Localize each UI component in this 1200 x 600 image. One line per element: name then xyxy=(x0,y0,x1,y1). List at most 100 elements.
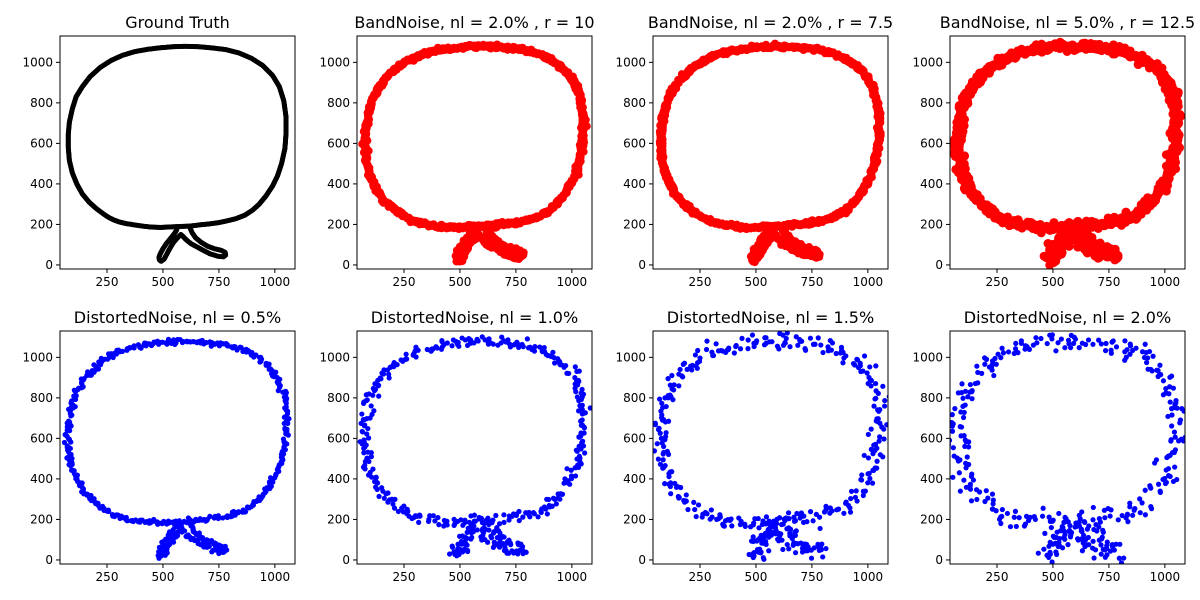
data-point xyxy=(412,513,419,519)
panel-title: BandNoise, nl = 5.0% , r = 12.5 xyxy=(940,13,1195,32)
data-point xyxy=(119,515,125,521)
data-point xyxy=(399,505,405,511)
data-point xyxy=(572,381,578,387)
y-tick-label: 800 xyxy=(30,96,53,110)
panel-6: 250 500 750 100002004006008001000DistortedN… xyxy=(319,308,593,584)
data-point xyxy=(220,515,226,521)
data-point xyxy=(363,392,369,398)
data-point xyxy=(451,522,457,529)
data-point xyxy=(110,354,116,361)
data-point xyxy=(466,335,472,342)
data-point xyxy=(430,513,436,519)
data-point xyxy=(101,505,107,512)
data-point xyxy=(561,364,567,370)
data-point xyxy=(385,490,391,496)
data-point xyxy=(566,370,572,377)
data-point xyxy=(576,378,582,385)
data-point xyxy=(365,449,371,455)
data-point xyxy=(450,544,456,550)
data-point xyxy=(469,523,476,530)
data-point xyxy=(578,446,584,452)
data-point xyxy=(587,405,592,411)
axes-frame xyxy=(59,35,296,270)
data-point xyxy=(281,420,287,427)
data-point xyxy=(452,551,458,557)
data-point xyxy=(283,431,289,437)
data-point xyxy=(531,511,537,517)
data-point xyxy=(79,489,85,495)
data-point xyxy=(468,513,474,519)
panel-4: 250 500 750 100002004006008001000BandNoise,… xyxy=(912,13,1195,289)
data-point xyxy=(188,518,194,524)
data-point xyxy=(446,551,453,557)
panel-3: 250 500 750 100002004006008001000BandNoise,… xyxy=(615,13,893,289)
data-point xyxy=(561,480,567,486)
data-point xyxy=(371,408,377,414)
data-point xyxy=(511,342,517,348)
data-point xyxy=(520,344,526,350)
data-point xyxy=(553,501,559,507)
data-point xyxy=(372,484,379,490)
data-point xyxy=(246,505,252,511)
y-tick-label: 600 xyxy=(30,136,53,150)
data-point xyxy=(568,467,574,473)
data-point xyxy=(455,339,461,346)
data-point xyxy=(576,434,582,440)
data-point xyxy=(457,547,464,553)
data-point xyxy=(365,425,371,432)
y-tick-label: 0 xyxy=(342,258,350,272)
data-point xyxy=(389,496,395,502)
data-point xyxy=(377,375,383,381)
x-tick-label: 750 xyxy=(800,275,823,289)
y-tick-label: 800 xyxy=(327,96,350,110)
y-tick-label: 600 xyxy=(30,431,53,445)
y-tick-label: 1000 xyxy=(22,55,53,69)
data-point xyxy=(524,336,530,342)
data-point xyxy=(131,343,137,349)
panel-title: Ground Truth xyxy=(125,13,230,32)
y-tick-label: 200 xyxy=(920,217,943,231)
data-point xyxy=(266,361,272,367)
y-tick-label: 600 xyxy=(327,136,350,150)
data-point xyxy=(71,393,77,399)
data-point xyxy=(165,540,171,546)
data-point xyxy=(360,429,366,435)
data-point xyxy=(482,220,491,229)
data-point xyxy=(403,356,409,362)
y-tick-label: 1000 xyxy=(615,55,646,69)
data-point xyxy=(579,411,585,417)
x-tick-label: 750 xyxy=(1097,275,1120,289)
x-tick-label: 500 xyxy=(151,570,174,584)
data-point xyxy=(403,351,409,357)
x-tick-label: 750 xyxy=(207,275,230,289)
x-tick-label: 250 xyxy=(986,275,1009,289)
data-point xyxy=(170,224,176,230)
x-tick-label: 1000 xyxy=(1150,275,1181,289)
data-point xyxy=(441,523,447,529)
data-point xyxy=(413,344,419,350)
data-layer xyxy=(655,39,885,267)
data-point xyxy=(376,493,382,499)
y-tick-label: 0 xyxy=(45,553,53,567)
data-point xyxy=(467,340,474,346)
data-point xyxy=(486,336,492,342)
y-tick-label: 400 xyxy=(30,472,53,486)
data-point xyxy=(283,400,289,406)
data-point xyxy=(416,519,422,525)
data-point xyxy=(557,496,563,502)
data-point xyxy=(63,431,69,437)
data-point xyxy=(364,431,370,437)
data-point xyxy=(1073,221,1083,231)
data-point xyxy=(257,359,263,365)
data-point xyxy=(252,352,258,359)
data-point xyxy=(537,344,543,350)
data-point xyxy=(376,382,382,388)
data-point xyxy=(456,551,462,558)
data-point xyxy=(496,521,503,527)
data-point xyxy=(362,466,368,472)
data-point xyxy=(277,383,283,389)
data-point xyxy=(373,475,379,481)
axes-frame xyxy=(949,35,1186,270)
data-point xyxy=(552,360,558,366)
data-point xyxy=(506,517,512,523)
